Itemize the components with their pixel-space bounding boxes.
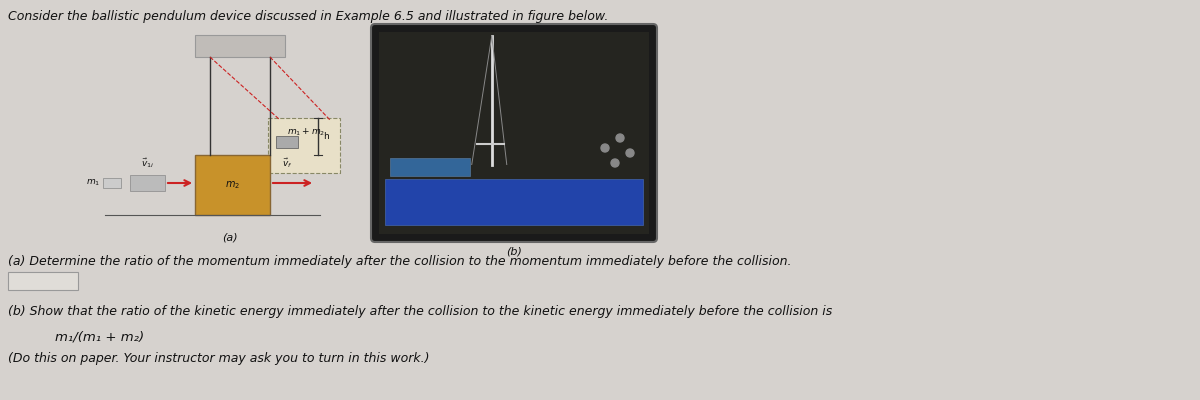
- Bar: [276, 136, 298, 148]
- Bar: [8, 272, 78, 290]
- Text: (b): (b): [506, 246, 522, 256]
- Text: (a) Determine the ratio of the momentum immediately after the collision to the m: (a) Determine the ratio of the momentum …: [8, 255, 792, 268]
- Text: (Do this on paper. Your instructor may ask you to turn in this work.): (Do this on paper. Your instructor may a…: [8, 352, 430, 365]
- Bar: [194, 155, 270, 215]
- Circle shape: [626, 149, 634, 157]
- Text: $m_2$: $m_2$: [224, 179, 240, 191]
- Text: $\vec{v}_f$: $\vec{v}_f$: [282, 156, 293, 170]
- Text: (b) Show that the ratio of the kinetic energy immediately after the collision to: (b) Show that the ratio of the kinetic e…: [8, 305, 833, 318]
- Text: $\vec{v}_{1i}$: $\vec{v}_{1i}$: [142, 156, 155, 170]
- Bar: [268, 118, 340, 173]
- Text: $m_1$: $m_1$: [85, 178, 100, 188]
- Bar: [130, 175, 166, 191]
- Text: h: h: [323, 132, 329, 141]
- Bar: [390, 158, 470, 176]
- FancyBboxPatch shape: [371, 24, 658, 242]
- Bar: [194, 35, 286, 57]
- Bar: [103, 178, 121, 188]
- Circle shape: [616, 134, 624, 142]
- Circle shape: [601, 144, 610, 152]
- Text: $m_1 + m_2$: $m_1 + m_2$: [287, 126, 325, 138]
- Circle shape: [611, 159, 619, 167]
- Bar: [379, 32, 649, 234]
- Text: (a): (a): [222, 232, 238, 242]
- Text: m₁/(m₁ + m₂): m₁/(m₁ + m₂): [55, 330, 144, 343]
- Text: Consider the ballistic pendulum device discussed in Example 6.5 and illustrated : Consider the ballistic pendulum device d…: [8, 10, 608, 23]
- Bar: [385, 179, 643, 225]
